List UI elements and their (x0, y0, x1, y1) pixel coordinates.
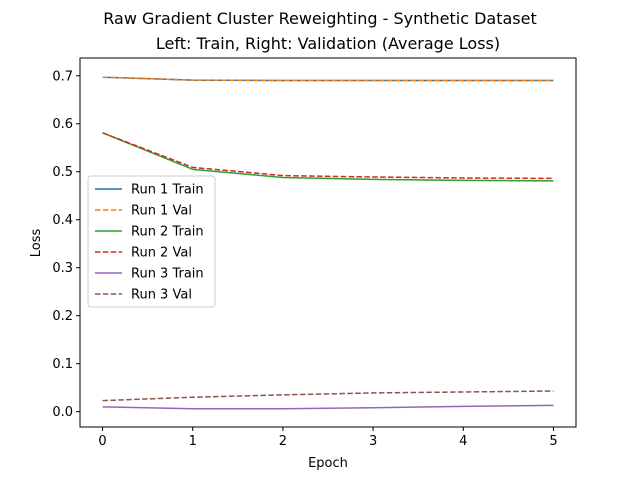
y-tick-label: 0.6 (52, 117, 73, 132)
legend-label: Run 2 Val (131, 246, 192, 261)
x-tick-label: 0 (98, 434, 106, 449)
series-line-6 (102, 390, 554, 402)
chart-subtitle: Left: Train, Right: Validation (Average … (156, 34, 500, 53)
y-axis-ticks: 0.0 0.1 0.2 0.3 0.4 0.5 0.6 0.7 (52, 69, 80, 420)
y-tick-label: 0.2 (52, 309, 73, 324)
legend-label: Run 3 Val (131, 288, 192, 303)
y-tick-label: 0.7 (52, 69, 73, 84)
y-tick-label: 0.5 (52, 165, 73, 180)
x-tick-label: 5 (549, 434, 557, 449)
x-tick-label: 1 (189, 434, 197, 449)
x-tick-label: 3 (369, 434, 377, 449)
x-tick-label: 2 (279, 434, 287, 449)
y-axis-label: Loss (29, 229, 44, 258)
series-line-5 (102, 404, 554, 410)
legend: Run 1 Train Run 1 Val Run 2 Train Run 2 Val… (87, 175, 216, 308)
plot-area-frame (79, 57, 577, 428)
legend-label: Run 1 Train (131, 183, 204, 198)
legend-box (87, 175, 216, 308)
y-tick-label: 0.4 (52, 213, 73, 228)
chart-title: Raw Gradient Cluster Reweighting - Synth… (103, 9, 537, 28)
legend-label: Run 3 Train (131, 267, 204, 282)
legend-label: Run 2 Train (131, 225, 204, 240)
series-lines (102, 76, 554, 410)
y-tick-label: 0.3 (52, 261, 73, 276)
y-tick-label: 0.0 (52, 405, 73, 420)
series-line-2 (102, 76, 554, 82)
legend-label: Run 1 Val (131, 204, 192, 219)
x-axis-label: Epoch (308, 456, 348, 471)
x-tick-label: 4 (459, 434, 467, 449)
series-line-3 (102, 132, 554, 182)
series-line-4 (102, 132, 554, 180)
x-axis-ticks: 0 1 2 3 4 5 (98, 427, 558, 449)
y-tick-label: 0.1 (52, 357, 73, 372)
